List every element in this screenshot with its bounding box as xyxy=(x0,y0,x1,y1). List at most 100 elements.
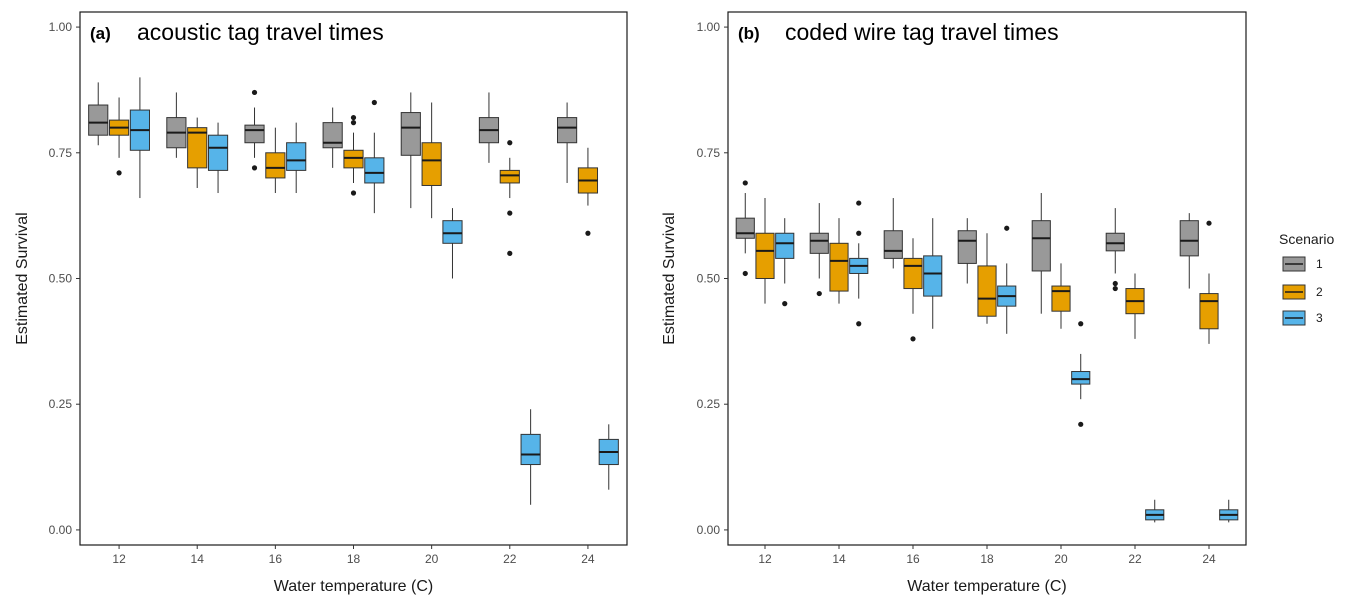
outlier-point xyxy=(350,190,357,196)
box-series-3-temp-20 xyxy=(442,208,463,279)
y-tick-label: 0.75 xyxy=(697,146,721,160)
x-tick-label: 20 xyxy=(1054,552,1068,566)
x-tick-label: 12 xyxy=(758,552,772,566)
outlier-point xyxy=(507,250,513,256)
box-series-1-temp-22 xyxy=(478,92,500,163)
x-tick-label: 22 xyxy=(503,552,517,566)
box-series-1-temp-14 xyxy=(809,203,829,297)
box xyxy=(322,122,343,149)
outlier-point xyxy=(251,89,258,96)
outlier-point xyxy=(585,230,591,236)
plot-border xyxy=(79,11,628,546)
x-axis-title: Water temperature (C) xyxy=(907,578,1066,595)
box-series-3-temp-12 xyxy=(775,218,795,307)
x-tick-label: 18 xyxy=(980,552,994,566)
panel-letter: (a) xyxy=(90,24,111,43)
outlier-point xyxy=(742,180,748,186)
legend-title: Scenario xyxy=(1279,231,1334,247)
box xyxy=(829,242,849,292)
outlier-point xyxy=(350,120,357,126)
box xyxy=(187,127,208,169)
outlier-point xyxy=(350,114,357,121)
outlier-point xyxy=(1078,421,1084,427)
outlier-point xyxy=(856,230,862,236)
y-tick-label: 0.00 xyxy=(49,523,73,537)
panel-a: 0.00 0.25 0.50 0.75 1.00 12 14 16 18 20 22 24 (a) aco… xyxy=(14,11,628,595)
box xyxy=(903,257,923,290)
box-series-3-temp-18 xyxy=(997,225,1017,334)
box xyxy=(775,232,795,259)
box xyxy=(400,112,421,156)
y-tick-label: 1.00 xyxy=(697,20,721,34)
outlier-point xyxy=(816,290,822,297)
legend-label-3: 3 xyxy=(1316,311,1323,325)
box xyxy=(88,104,109,136)
box-series-1-temp-24 xyxy=(557,102,578,183)
box-series-1-temp-20 xyxy=(400,92,421,209)
box-series-1-temp-22 xyxy=(1105,208,1125,292)
box xyxy=(923,255,943,297)
box xyxy=(1105,232,1125,252)
box-series-2-temp-14 xyxy=(187,117,208,188)
box-series-3-temp-16 xyxy=(923,218,943,329)
box xyxy=(520,433,541,466)
panel-title: acoustic tag travel times xyxy=(137,19,384,45)
y-tick-label: 0.75 xyxy=(49,146,73,160)
box-series-2-temp-14 xyxy=(829,218,849,304)
legend-label-2: 2 xyxy=(1316,285,1323,299)
box-series-2-temp-18 xyxy=(977,233,997,324)
box xyxy=(977,265,997,317)
outlier-point xyxy=(742,270,748,277)
box-series-2-temp-22 xyxy=(1125,273,1145,339)
box xyxy=(883,230,903,259)
box xyxy=(265,152,286,179)
box-series-1-temp-24 xyxy=(1179,213,1199,289)
y-tick-label: 0.25 xyxy=(697,397,721,411)
y-tick-label: 0.50 xyxy=(49,272,73,286)
panel-letter: (b) xyxy=(738,24,760,43)
box-series-3-temp-24 xyxy=(598,424,619,490)
x-tick-label: 12 xyxy=(112,552,126,566)
legend-label-1: 1 xyxy=(1316,257,1323,271)
box-series-3-temp-14 xyxy=(849,200,869,327)
box xyxy=(499,169,520,184)
box xyxy=(1199,293,1219,330)
box-series-1-temp-12 xyxy=(735,180,755,277)
box-series-3-temp-12 xyxy=(129,77,150,199)
box xyxy=(1071,371,1091,385)
x-tick-label: 14 xyxy=(832,552,846,566)
box-series-2-temp-12 xyxy=(755,198,775,304)
box-series-2-temp-12 xyxy=(108,97,130,176)
box xyxy=(286,142,307,171)
y-axis-title: Estimated Survival xyxy=(661,212,678,345)
box-series-2-temp-18 xyxy=(343,114,364,196)
box-series-1-temp-18 xyxy=(322,107,343,168)
box-series-3-temp-18 xyxy=(364,99,385,214)
x-tick-label: 16 xyxy=(269,552,283,566)
box xyxy=(557,117,578,144)
x-axis-title: Water temperature (C) xyxy=(274,578,433,595)
box-series-3-temp-16 xyxy=(286,122,307,194)
outlier-point xyxy=(1206,220,1212,226)
x-tick-label: 22 xyxy=(1128,552,1142,566)
box-series-1-temp-18 xyxy=(957,218,977,284)
outlier-point xyxy=(507,140,513,146)
outlier-point xyxy=(251,165,258,171)
x-tick-label: 14 xyxy=(191,552,205,566)
legend: Scenario 1 2 3 xyxy=(1279,231,1334,326)
outlier-point xyxy=(1004,225,1010,231)
outlier-point xyxy=(782,301,788,307)
box-series-2-temp-20 xyxy=(1051,263,1071,329)
outlier-point xyxy=(856,321,862,327)
panel-title: coded wire tag travel times xyxy=(785,19,1059,45)
outlier-point xyxy=(371,99,377,106)
box xyxy=(735,217,755,239)
box-series-2-temp-24 xyxy=(577,147,599,236)
y-tick-label: 0.50 xyxy=(697,272,721,286)
box xyxy=(809,232,829,254)
x-tick-label: 24 xyxy=(581,552,595,566)
box xyxy=(1031,220,1051,272)
x-tick-label: 18 xyxy=(347,552,361,566)
y-axis-title: Estimated Survival xyxy=(14,212,31,345)
